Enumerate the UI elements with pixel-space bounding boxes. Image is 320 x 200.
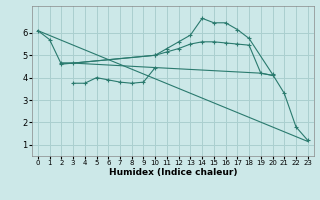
X-axis label: Humidex (Indice chaleur): Humidex (Indice chaleur) — [108, 168, 237, 177]
